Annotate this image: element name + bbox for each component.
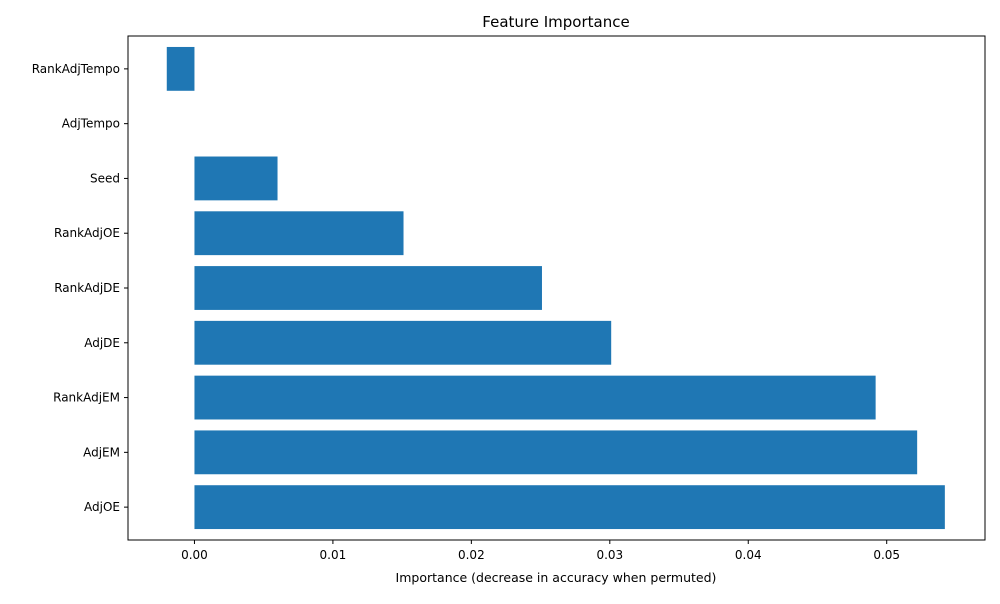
y-tick-label: Seed	[90, 171, 120, 185]
x-tick-label: 0.01	[320, 548, 347, 562]
y-axis-ticks: RankAdjTempo AdjTempo Seed RankAdjOE RankAdj…	[32, 62, 128, 514]
bar-rankadjem	[194, 375, 876, 420]
bars-layer	[166, 46, 945, 530]
chart-title: Feature Importance	[482, 13, 629, 31]
x-tick-label: 0.04	[735, 548, 762, 562]
y-tick-label: AdjEM	[83, 445, 120, 459]
y-tick-label: RankAdjDE	[54, 281, 120, 295]
y-tick-label: AdjOE	[84, 500, 120, 514]
bar-rankadjtempo	[166, 46, 195, 91]
y-tick-label: RankAdjTempo	[32, 62, 120, 76]
bar-rankadjde	[194, 266, 542, 310]
bar-adjde	[194, 320, 612, 365]
y-tick-label: AdjTempo	[62, 117, 120, 131]
y-tick-label: AdjDE	[84, 336, 120, 350]
bar-adjem	[194, 430, 918, 475]
bar-rankadjoe	[194, 211, 404, 256]
x-tick-label: 0.02	[458, 548, 485, 562]
x-tick-label: 0.03	[596, 548, 623, 562]
y-tick-label: RankAdjEM	[53, 391, 120, 405]
x-axis-ticks: 0.00 0.01 0.02 0.03 0.04 0.05	[181, 540, 900, 562]
plot-frame	[127, 35, 986, 541]
x-tick-label: 0.00	[181, 548, 208, 562]
x-tick-label: 0.05	[873, 548, 900, 562]
y-tick-label: RankAdjOE	[54, 226, 120, 240]
bar-seed	[194, 156, 278, 201]
bar-adjoe	[194, 485, 945, 530]
x-axis-label: Importance (decrease in accuracy when pe…	[396, 570, 717, 585]
